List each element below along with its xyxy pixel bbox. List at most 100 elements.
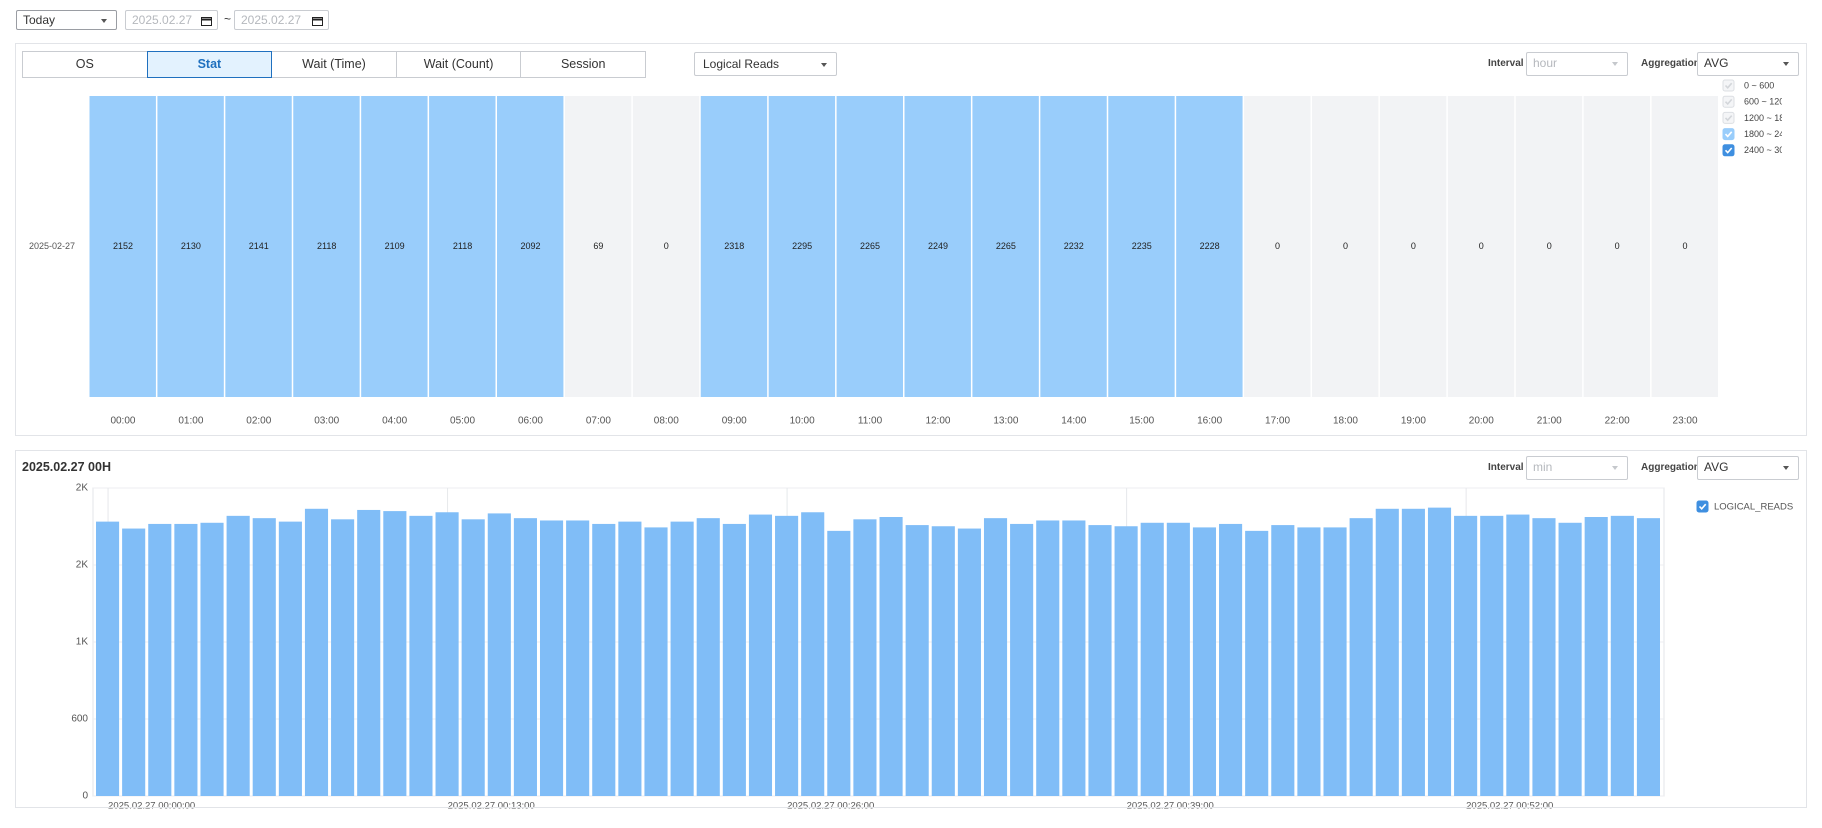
tab[interactable]: OS xyxy=(22,51,148,78)
heatmap-cell xyxy=(1040,96,1107,397)
aggregation-label: Aggregation xyxy=(1641,462,1700,473)
heatmap-cell xyxy=(1583,96,1651,397)
bar xyxy=(1349,518,1373,796)
x-tick-label: 01:00 xyxy=(178,416,203,427)
bar xyxy=(566,520,590,796)
x-tick-label: 17:00 xyxy=(1265,416,1290,427)
caret xyxy=(1783,62,1789,66)
heatmap-cell xyxy=(1312,96,1379,397)
row-label: 2025-02-27 xyxy=(29,241,75,251)
heatmap-cell xyxy=(1651,96,1718,397)
bar xyxy=(1114,526,1138,796)
bar xyxy=(331,519,355,796)
bar xyxy=(1088,525,1112,796)
x-tick-label: 03:00 xyxy=(314,416,339,427)
x-tick-label: 20:00 xyxy=(1469,416,1494,427)
checkbox xyxy=(1722,128,1735,141)
bar xyxy=(931,526,955,796)
caret xyxy=(1783,466,1789,470)
bar xyxy=(1610,515,1634,796)
bar xyxy=(226,515,250,796)
bar xyxy=(1636,518,1660,796)
detail-title: 2025.02.27 00H xyxy=(22,460,111,474)
tab[interactable]: Stat xyxy=(146,51,273,78)
check-mark xyxy=(1724,98,1733,106)
legend-label: 1800 ~ 2400 xyxy=(1744,129,1794,139)
bar xyxy=(1271,525,1295,796)
bar xyxy=(592,523,616,796)
cell-label: 0 xyxy=(1615,241,1620,251)
x-tick-label: 16:00 xyxy=(1197,416,1222,427)
tab[interactable]: Session xyxy=(520,51,646,78)
cell-label: 2265 xyxy=(996,241,1016,251)
bar xyxy=(383,511,407,796)
cell-label: 2109 xyxy=(385,241,405,251)
y-tick-label: 1K xyxy=(76,637,89,648)
cell-label: 2130 xyxy=(181,241,201,251)
bar xyxy=(122,528,146,796)
interval-select[interactable]: hour xyxy=(1526,52,1628,76)
heatmap-cell xyxy=(1244,96,1311,397)
heatmap-cell xyxy=(293,96,360,397)
bar xyxy=(435,512,459,796)
checkbox xyxy=(1696,500,1709,513)
cell-label: 0 xyxy=(664,241,669,251)
x-tick-label: 13:00 xyxy=(993,416,1018,427)
bar xyxy=(461,519,485,796)
heatmap-cell xyxy=(1108,96,1175,397)
heatmap-cell xyxy=(972,96,1039,397)
aggregation-select[interactable]: AVG xyxy=(1697,456,1799,480)
x-tick-label: 18:00 xyxy=(1333,416,1358,427)
legend-label: 600 ~ 1200 xyxy=(1744,97,1789,107)
date-to[interactable]: 2025.02.27 xyxy=(234,10,329,30)
interval-select[interactable]: min xyxy=(1526,456,1628,480)
tab[interactable]: Wait (Count) xyxy=(395,51,522,78)
bar xyxy=(1010,523,1034,796)
bar xyxy=(1166,522,1190,796)
y-tick-label: 2K xyxy=(76,483,89,494)
legend-label: LOGICAL_READS xyxy=(1714,502,1793,513)
date-to-value: 2025.02.27 xyxy=(241,13,302,27)
bar xyxy=(148,523,172,796)
caret xyxy=(1612,466,1618,470)
bar xyxy=(539,520,564,796)
bar xyxy=(1219,523,1243,796)
cell-label: 0 xyxy=(1547,241,1552,251)
bar xyxy=(801,512,825,796)
heatmap-cell xyxy=(1515,96,1583,397)
bar xyxy=(1454,515,1478,796)
caret xyxy=(1612,62,1618,66)
cell-label: 0 xyxy=(1275,241,1280,251)
heatmap-panel xyxy=(15,43,1807,436)
period-select[interactable]: Today xyxy=(16,10,117,30)
tab[interactable]: Wait (Time) xyxy=(271,51,397,78)
check-mark xyxy=(1724,82,1733,89)
bar xyxy=(1245,530,1269,796)
bar xyxy=(1297,527,1321,796)
interval-value: hour xyxy=(1533,56,1558,70)
x-tick-label: 23:00 xyxy=(1673,416,1698,427)
bar xyxy=(696,518,720,796)
date-separator: ~ xyxy=(224,12,232,26)
check-mark xyxy=(1698,503,1707,510)
x-tick-label: 07:00 xyxy=(586,416,611,427)
date-from[interactable]: 2025.02.27 xyxy=(125,10,218,30)
cell-label: 2232 xyxy=(1064,241,1084,251)
check-mark xyxy=(1724,147,1733,154)
check-mark xyxy=(1724,115,1733,122)
metric-select[interactable]: Logical Reads xyxy=(694,52,837,76)
bar xyxy=(357,509,381,796)
bar xyxy=(670,521,694,796)
cell-label: 2141 xyxy=(249,241,269,251)
interval-label: Interval xyxy=(1488,462,1524,473)
checkbox xyxy=(1722,79,1735,92)
cell-label: 0 xyxy=(1683,241,1688,251)
bar xyxy=(1323,527,1347,796)
bar xyxy=(487,513,511,796)
heatmap-cell xyxy=(157,96,224,397)
aggregation-select[interactable]: AVG xyxy=(1697,52,1799,76)
x-tick-label: 2025.02.27 00:39:00 xyxy=(1127,801,1214,812)
heatmap-legend: 0 ~ 600 600 ~ 1200 1200 ~ 1800 1800 ~ 2400 2… xyxy=(1722,79,1794,157)
date-from-value: 2025.02.27 xyxy=(132,13,193,27)
y-tick-label: 600 xyxy=(71,714,88,725)
